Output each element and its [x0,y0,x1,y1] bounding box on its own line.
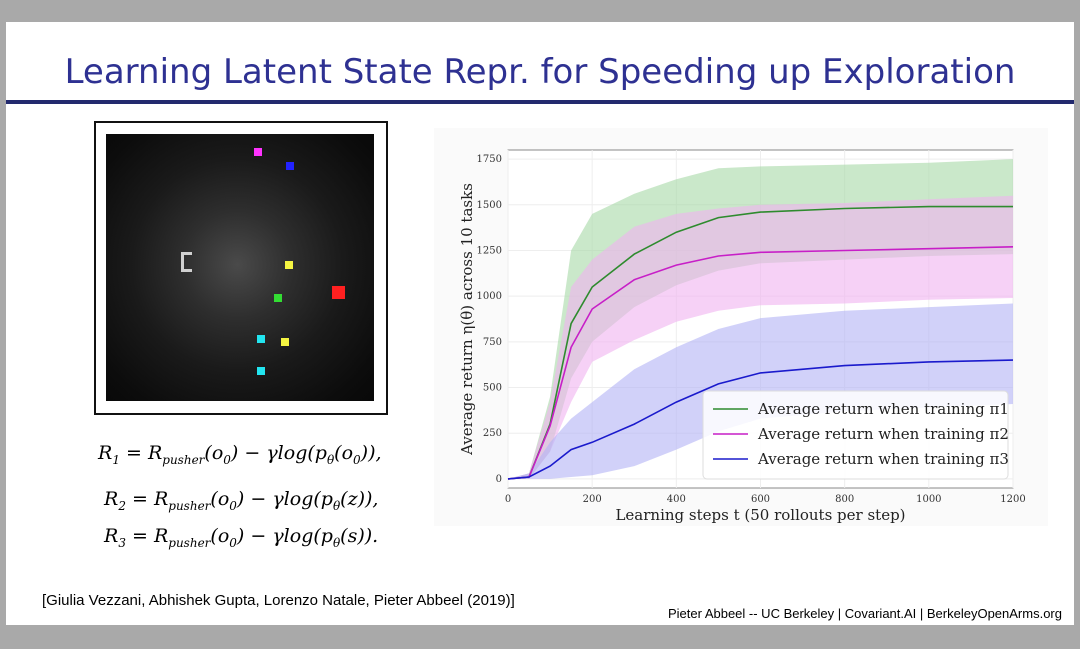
y-tick-label: 750 [483,337,502,348]
return-chart: 0 200 400 600 800 1000 1200 0 250 500 750 1000 1250 1… [434,128,1048,526]
x-axis-label: Learning steps t (50 rollouts per step) [615,506,905,524]
x-tick-label: 600 [751,494,770,505]
legend-label-1: Average return when training π1 [757,400,1009,418]
y-tick-label: 1250 [477,245,502,256]
equation-r2: R2 = Rpusher(o0) − γlog(pθ(z)), [104,488,379,513]
x-tick-label: 0 [505,494,511,505]
object-green [274,294,282,302]
return-chart-svg: 0 200 400 600 800 1000 1200 0 250 500 750 1000 1250 1… [458,149,1026,524]
legend-label-3: Average return when training π3 [757,450,1009,468]
slide: Learning Latent State Repr. for Speeding… [6,22,1074,625]
legend-label-2: Average return when training π2 [757,425,1009,443]
series-line-2 [507,246,1014,480]
x-tick-label: 800 [835,494,854,505]
legend-box [702,390,1009,480]
object-yellow [285,261,293,269]
y-tick-label: 250 [483,428,502,439]
simulation-image [94,121,388,415]
citation: [Giulia Vezzani, Abhishek Gupta, Lorenzo… [42,592,515,609]
series-line-3 [507,359,1014,480]
x-tick-label: 1000 [916,494,941,505]
simulation-view [106,134,374,401]
series-band-2 [508,195,1013,479]
title-divider [6,100,1074,104]
slide-title: Learning Latent State Repr. for Speeding… [64,52,1016,92]
pusher-gripper [181,252,192,272]
object-cyan [257,335,265,343]
x-tick-label: 200 [583,494,602,505]
y-tick-label: 1000 [477,291,502,302]
y-tick-label: 0 [496,474,502,485]
y-tick-label: 1500 [477,200,502,211]
object-red [332,286,345,299]
equation-r1: R1 = Rpusher(o0) − γlog(pθ(o0)), [98,442,382,467]
object-yellow-2 [281,338,289,346]
x-tick-label: 1200 [1000,494,1025,505]
object-blue [286,162,294,170]
y-tick-label: 500 [483,383,502,394]
object-cyan-2 [257,367,265,375]
footer: Pieter Abbeel -- UC Berkeley | Covariant… [667,606,1062,621]
object-magenta [254,148,262,156]
equation-r3: R3 = Rpusher(o0) − γlog(pθ(s)). [104,525,379,550]
x-tick-label: 400 [667,494,686,505]
y-axis-label: Average return η(θ) across 10 tasks [458,183,476,456]
y-tick-label: 1750 [477,154,502,165]
